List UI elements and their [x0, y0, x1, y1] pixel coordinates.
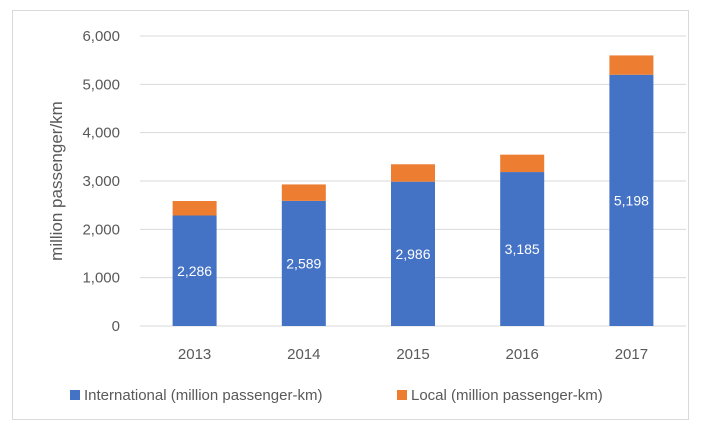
- x-tick-label: 2015: [396, 346, 429, 363]
- y-tick-label: 6,000: [82, 28, 120, 45]
- y-axis-label: million passenger/km: [47, 101, 66, 261]
- legend-label: International (million passenger-km): [84, 387, 322, 404]
- bar-international: [500, 172, 545, 326]
- bar-international: [391, 181, 435, 326]
- y-tick-label: 1,000: [82, 270, 120, 287]
- data-label: 5,198: [614, 192, 649, 208]
- bar-local: [172, 201, 217, 216]
- data-label: 2,286: [177, 263, 212, 279]
- x-tick-label: 2016: [506, 346, 539, 363]
- legend-swatch: [70, 390, 80, 400]
- x-tick-label: 2017: [615, 346, 648, 363]
- legend-label: Local (million passenger-km): [411, 387, 603, 404]
- y-tick-label: 2,000: [82, 221, 120, 238]
- y-tick-label: 5,000: [82, 76, 120, 93]
- y-tick-label: 0: [112, 318, 120, 335]
- bar-local: [609, 55, 654, 75]
- y-tick-label: 4,000: [82, 125, 120, 142]
- x-tick-label: 2014: [287, 346, 320, 363]
- bar-local: [500, 154, 545, 173]
- bar-international: [609, 74, 654, 326]
- legend-swatch: [397, 390, 407, 400]
- bar-local: [281, 184, 326, 201]
- bar-international: [281, 200, 326, 326]
- y-tick-label: 3,000: [82, 173, 120, 190]
- data-label: 3,185: [505, 241, 540, 257]
- bar-international: [172, 215, 217, 326]
- data-label: 2,589: [286, 255, 321, 271]
- chart-frame: [12, 10, 689, 420]
- x-tick-label: 2013: [178, 346, 211, 363]
- bar-local: [391, 164, 435, 182]
- data-label: 2,986: [395, 246, 430, 262]
